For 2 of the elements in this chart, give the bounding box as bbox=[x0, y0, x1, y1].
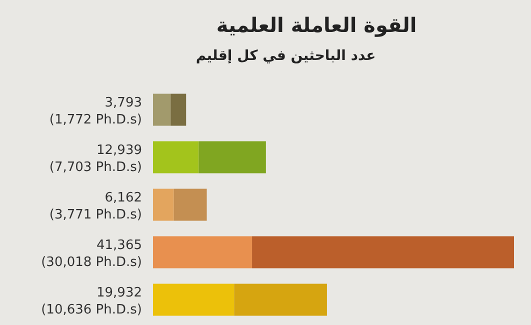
title: القوة العاملة العلمية bbox=[216, 13, 417, 37]
subtitle: عدد الباحثين في كل إقليم bbox=[196, 48, 376, 64]
